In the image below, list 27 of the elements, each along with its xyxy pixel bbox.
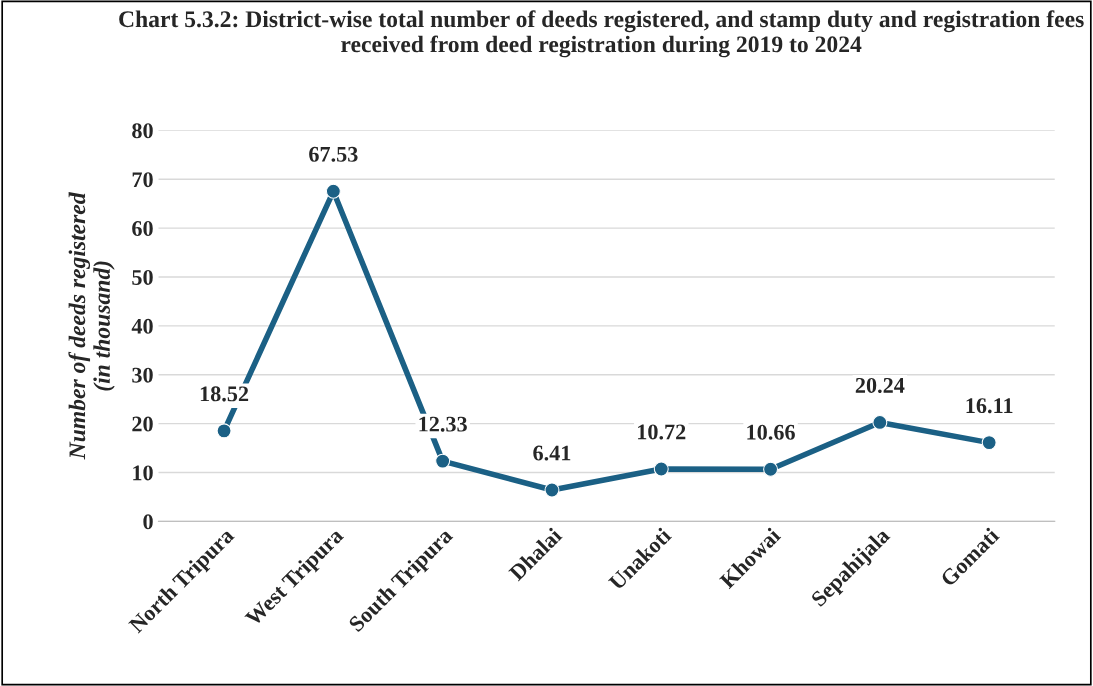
- data-label: 12.33: [419, 416, 467, 432]
- chart-title: Chart 5.3.2: District-wise total number of deeds registered, and stamp duty and registration fees received from deed registration during 2019 to 2024: [119, 10, 1084, 58]
- y-tick-label: 50: [132, 269, 153, 285]
- data-label: 10.66: [747, 424, 795, 440]
- point: [325, 183, 341, 199]
- y-tick-label: 10: [133, 465, 153, 481]
- y-tick-label: 70: [132, 172, 153, 188]
- data-label: 20.24: [855, 377, 905, 394]
- y-tick-label: 80: [132, 123, 153, 139]
- y-tick-label: 20: [132, 416, 153, 432]
- y-tick-label: 30: [132, 367, 153, 383]
- data-label: 67.53: [309, 146, 358, 162]
- y-axis-title: Number of deeds registered (in thousand): [68, 192, 115, 460]
- point: [435, 453, 451, 469]
- data-label: 16.11: [966, 398, 1013, 414]
- point: [653, 461, 669, 477]
- point: [872, 414, 888, 430]
- y-tick-label: 0: [143, 514, 153, 530]
- y-tick-label: 60: [132, 221, 153, 237]
- point: [544, 482, 560, 498]
- data-label: 10.72: [638, 424, 686, 440]
- point: [981, 435, 997, 451]
- point: [763, 461, 779, 477]
- point: [216, 423, 232, 439]
- y-tick-label: 40: [131, 318, 153, 334]
- data-label: 6.41: [533, 445, 571, 461]
- data-label: 18.52: [200, 386, 249, 402]
